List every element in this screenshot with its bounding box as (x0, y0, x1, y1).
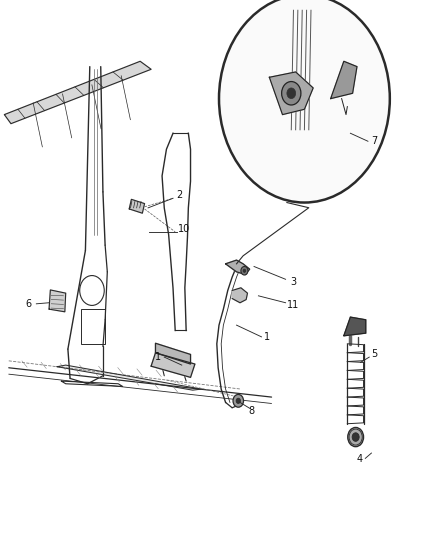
Text: 4: 4 (356, 455, 362, 464)
Text: 7: 7 (371, 136, 378, 146)
Text: 6: 6 (25, 299, 32, 309)
Text: 2: 2 (177, 190, 183, 199)
Text: 1: 1 (264, 332, 270, 342)
Polygon shape (232, 288, 247, 303)
Text: 5: 5 (371, 350, 378, 359)
Polygon shape (344, 317, 366, 336)
Circle shape (348, 427, 364, 447)
Polygon shape (331, 61, 357, 99)
Circle shape (219, 0, 390, 203)
Text: 8: 8 (249, 407, 255, 416)
Polygon shape (151, 353, 195, 377)
Circle shape (236, 398, 240, 403)
Circle shape (352, 433, 359, 441)
Circle shape (233, 394, 244, 407)
Text: 3: 3 (290, 278, 297, 287)
Polygon shape (226, 260, 250, 274)
Circle shape (243, 269, 246, 272)
Text: 1: 1 (155, 352, 161, 362)
Text: 10: 10 (178, 224, 190, 234)
Polygon shape (129, 199, 145, 213)
Polygon shape (4, 61, 151, 124)
Polygon shape (49, 290, 66, 312)
Circle shape (287, 88, 296, 99)
Text: 11: 11 (287, 300, 300, 310)
Polygon shape (269, 72, 313, 115)
Bar (81, 309, 105, 344)
Polygon shape (155, 343, 191, 364)
Circle shape (282, 82, 301, 105)
Polygon shape (57, 365, 201, 390)
Circle shape (241, 266, 248, 275)
